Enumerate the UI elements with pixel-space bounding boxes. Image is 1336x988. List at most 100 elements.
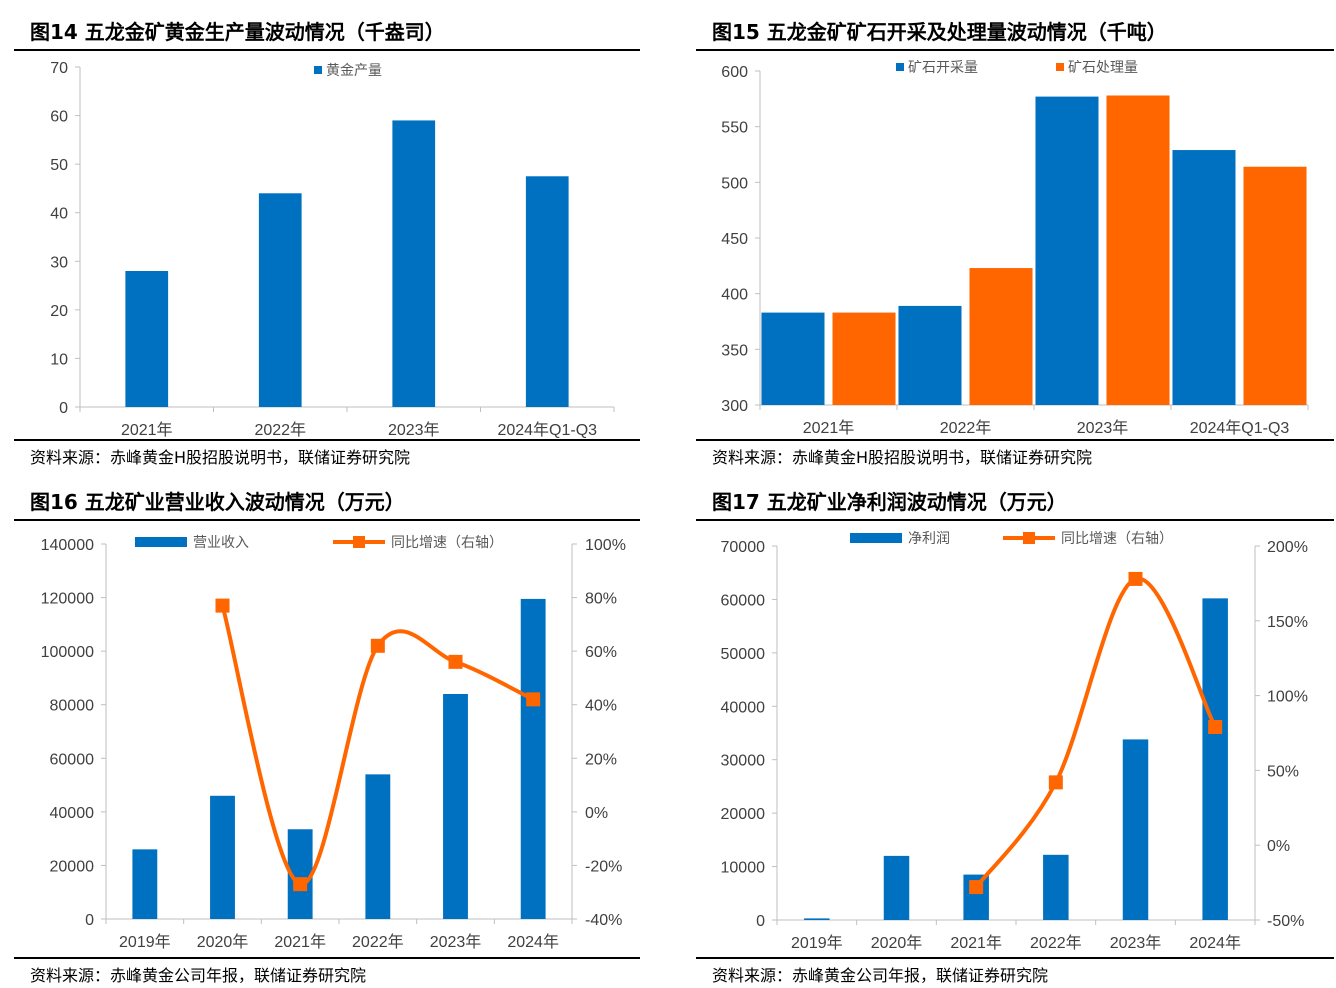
chart-source: 资料来源：赤峰黄金H股招股说明书，联储证券研究院 bbox=[712, 448, 1093, 467]
x-tick-label: 2022年 bbox=[254, 421, 306, 439]
chart-revenue: 0 20000 40000 60000 80000 100000 120000 140000 2… bbox=[41, 535, 626, 951]
chart-source: 资料来源：赤峰黄金公司年报，联储证券研究院 bbox=[30, 966, 367, 985]
line-point bbox=[448, 654, 463, 669]
y-tick-label: 550 bbox=[721, 120, 748, 137]
y-tick-label: 350 bbox=[721, 342, 748, 359]
y-tick-label: 70000 bbox=[721, 539, 766, 556]
y-tick-label: 20 bbox=[50, 303, 68, 320]
title-rule bbox=[14, 519, 640, 521]
legend-swatch bbox=[135, 537, 187, 547]
y-tick-label: 40000 bbox=[721, 699, 766, 716]
x-tick-label: 2023年 bbox=[430, 933, 482, 951]
bar bbox=[832, 312, 896, 405]
bar bbox=[898, 305, 962, 405]
y2-tick-label: -40% bbox=[585, 912, 622, 929]
bar bbox=[520, 598, 546, 919]
x-tick-label: 2021年 bbox=[121, 421, 173, 439]
line-point bbox=[1048, 775, 1063, 790]
bar bbox=[1035, 96, 1099, 406]
y2-tick-label: 100% bbox=[585, 537, 626, 554]
x-tick-label: 2024年 bbox=[507, 933, 559, 951]
legend-label: 矿石开采量 bbox=[908, 60, 978, 76]
chart-title: 图15 五龙金矿矿石开采及处理量波动情况（千吨） bbox=[712, 20, 1167, 44]
source-rule bbox=[14, 957, 640, 959]
y2-tick-label: -50% bbox=[1267, 913, 1304, 930]
y2-tick-label: 200% bbox=[1267, 539, 1308, 556]
line-point bbox=[215, 598, 230, 613]
legend-label: 营业收入 bbox=[193, 535, 249, 551]
source-rule bbox=[696, 439, 1334, 441]
y-tick-label: 30 bbox=[50, 254, 68, 271]
bar bbox=[1202, 598, 1228, 920]
bar bbox=[969, 268, 1033, 405]
x-tick-label: 2022年 bbox=[940, 419, 992, 437]
chart-source: 资料来源：赤峰黄金H股招股说明书，联储证券研究院 bbox=[30, 448, 411, 467]
legend-label: 黄金产量 bbox=[326, 62, 382, 79]
series-line bbox=[974, 576, 1217, 889]
chart-source: 资料来源：赤峰黄金公司年报，联储证券研究院 bbox=[712, 966, 1049, 985]
y2-tick-label: 80% bbox=[585, 591, 617, 608]
x-tick-label: 2019年 bbox=[791, 934, 843, 952]
y2-tick-label: 0% bbox=[585, 805, 608, 822]
x-tick-label: 2019年 bbox=[119, 933, 171, 951]
y-tick-label: 60 bbox=[50, 109, 68, 126]
y-tick-label: 60000 bbox=[50, 751, 95, 768]
bar bbox=[258, 193, 302, 407]
y-tick-label: 0 bbox=[85, 912, 94, 929]
x-tick-label: 2021年 bbox=[274, 933, 326, 951]
x-tick-label: 2020年 bbox=[871, 934, 923, 952]
y-tick-label: 30000 bbox=[721, 753, 766, 770]
title-rule bbox=[696, 49, 1334, 51]
y2-tick-label: 100% bbox=[1267, 689, 1308, 706]
bar bbox=[132, 849, 158, 919]
y-tick-label: 10000 bbox=[721, 860, 766, 877]
title-rule bbox=[14, 49, 640, 51]
title-rule bbox=[696, 519, 1334, 521]
x-tick-label: 2023年 bbox=[388, 421, 440, 439]
bar bbox=[392, 120, 436, 407]
y2-tick-label: 60% bbox=[585, 644, 617, 661]
y-tick-label: 40000 bbox=[50, 805, 95, 822]
y-tick-label: 500 bbox=[721, 175, 748, 192]
chart-title: 图17 五龙矿业净利润波动情况（万元） bbox=[712, 490, 1067, 514]
chart-ore-volume: 300 350 400 450 500 550 600 2021年 2022年 2023年 2024… bbox=[721, 60, 1309, 437]
chart-title: 图16 五龙矿业营业收入波动情况（万元） bbox=[30, 490, 405, 514]
y-tick-label: 120000 bbox=[41, 591, 94, 608]
y-tick-label: 80000 bbox=[50, 698, 95, 715]
x-tick-label: 2021年 bbox=[950, 934, 1002, 952]
bar bbox=[365, 774, 391, 919]
x-tick-label: 2024年Q1-Q3 bbox=[1190, 419, 1290, 437]
x-tick-label: 2022年 bbox=[1030, 934, 1082, 952]
y2-tick-label: 40% bbox=[585, 698, 617, 715]
y-tick-label: 140000 bbox=[41, 537, 94, 554]
legend-swatch bbox=[896, 63, 904, 71]
y-tick-label: 400 bbox=[721, 287, 748, 304]
y2-tick-label: 50% bbox=[1267, 763, 1299, 780]
y-tick-label: 10 bbox=[50, 351, 68, 368]
bar bbox=[804, 918, 830, 920]
line-point bbox=[293, 877, 308, 892]
y-tick-label: 0 bbox=[756, 913, 765, 930]
bar bbox=[761, 312, 825, 405]
y-tick-label: 20000 bbox=[721, 806, 766, 823]
y2-tick-label: 0% bbox=[1267, 838, 1290, 855]
line-point bbox=[370, 638, 385, 653]
x-tick-label: 2024年 bbox=[1189, 934, 1241, 952]
y-tick-label: 50 bbox=[50, 157, 68, 174]
line-point bbox=[1128, 571, 1143, 586]
bar bbox=[1043, 854, 1069, 920]
y-tick-label: 20000 bbox=[50, 858, 95, 875]
x-tick-label: 2020年 bbox=[197, 933, 249, 951]
legend-label: 净利润 bbox=[908, 531, 950, 547]
x-tick-label: 2022年 bbox=[352, 933, 404, 951]
legend-label: 同比增速（右轴） bbox=[391, 535, 503, 551]
bar bbox=[883, 855, 910, 920]
chart-gold-output: 0 10 20 30 40 50 60 70 2021年 2022年 2023年 2024年Q1-Q3… bbox=[50, 60, 615, 439]
y-tick-label: 450 bbox=[721, 231, 748, 248]
bar bbox=[1243, 166, 1307, 405]
y2-tick-label: 20% bbox=[585, 751, 617, 768]
x-tick-label: 2024年Q1-Q3 bbox=[497, 421, 597, 439]
y-tick-label: 300 bbox=[721, 398, 748, 415]
legend-label: 同比增速（右轴） bbox=[1061, 531, 1173, 547]
